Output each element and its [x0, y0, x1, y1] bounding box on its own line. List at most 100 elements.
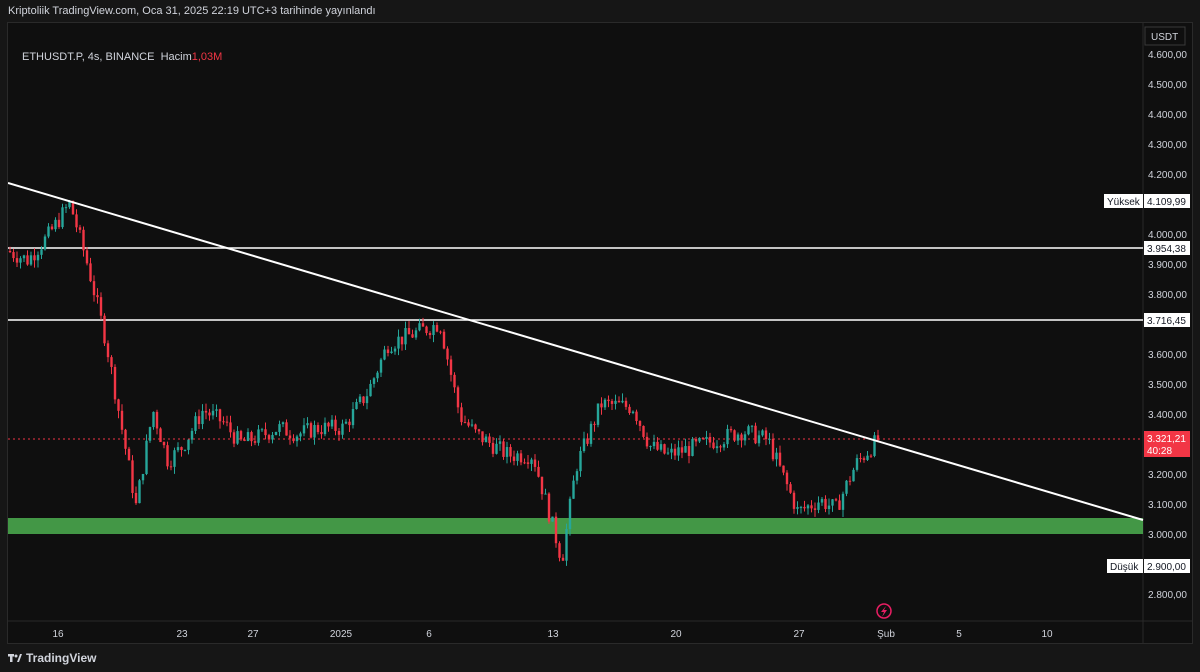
- price-chart[interactable]: USDT 4.600,00 4.500,00 4.400,00 4.300,00…: [8, 23, 1193, 644]
- candle-body: [418, 323, 421, 331]
- candle-body: [194, 416, 197, 431]
- candle-body: [110, 357, 113, 367]
- candle-body: [446, 348, 449, 360]
- candle-body: [257, 429, 260, 443]
- candle-body: [589, 423, 593, 444]
- candle-body: [376, 372, 379, 379]
- candle-body: [540, 476, 544, 495]
- candle-body: [456, 387, 460, 408]
- candle-body: [635, 411, 638, 422]
- candle-body: [316, 425, 320, 433]
- candle-body: [740, 434, 743, 441]
- svg-text:Yüksek: Yüksek: [1107, 197, 1141, 208]
- candle-body: [519, 453, 523, 463]
- candle-body: [628, 406, 631, 413]
- candle-body: [92, 281, 96, 296]
- price-tick: 4.600,00: [1148, 50, 1187, 61]
- candle-body: [78, 227, 82, 230]
- candle-body: [439, 331, 442, 333]
- candle-body: [131, 460, 134, 493]
- candle-body: [57, 219, 61, 228]
- candle-body: [166, 445, 169, 467]
- price-tick: 4.400,00: [1148, 110, 1187, 121]
- candle-body: [785, 472, 789, 485]
- candle-body: [397, 336, 400, 349]
- candle-body: [40, 249, 43, 255]
- candle-body: [323, 422, 327, 435]
- candle-body: [470, 424, 474, 426]
- lightning-icon[interactable]: [876, 603, 892, 619]
- candle-body: [484, 436, 488, 443]
- candle-body: [733, 430, 736, 441]
- candle-body: [239, 431, 243, 440]
- candle-body: [512, 456, 516, 461]
- candle-body: [337, 430, 341, 435]
- candle-body: [264, 429, 267, 436]
- svg-text:3.321,21: 3.321,21: [1147, 434, 1186, 445]
- candle-body: [845, 480, 848, 494]
- time-tick: 6: [426, 629, 432, 640]
- low-label: Düşük 2.900,00: [1107, 559, 1190, 573]
- candle-body: [246, 432, 250, 442]
- candle-body: [750, 425, 754, 427]
- candle-body: [505, 447, 509, 457]
- candle-body: [603, 399, 607, 408]
- candle-body: [547, 493, 551, 522]
- candle-body: [656, 441, 659, 450]
- candle-body: [782, 465, 785, 473]
- chart-panel[interactable]: ETHUSDT.P, 4s, BINANCE Hacim1,03M USDT 4…: [7, 22, 1193, 644]
- candle-body: [414, 330, 418, 338]
- candle-body: [488, 436, 491, 443]
- candle-body: [799, 506, 803, 508]
- candle-body: [841, 493, 845, 510]
- candle-body: [281, 422, 285, 425]
- candle-body: [372, 378, 376, 384]
- candle-body: [99, 297, 103, 316]
- candle-body: [827, 505, 831, 509]
- candle-body: [852, 469, 855, 482]
- time-tick: 27: [793, 629, 805, 640]
- candle-body: [607, 399, 610, 402]
- candle-body: [127, 448, 131, 461]
- candle-body: [330, 419, 334, 427]
- candle-body: [708, 436, 712, 443]
- candle-body: [299, 433, 302, 437]
- candle-body: [428, 333, 432, 336]
- candle-body: [792, 492, 796, 509]
- candle-body: [187, 439, 190, 450]
- level-label-upper: 3.954,38: [1144, 241, 1190, 255]
- last-price-label: 3.321,21 40:28: [1144, 431, 1190, 457]
- price-tick: 2.800,00: [1148, 590, 1187, 601]
- candle-body: [313, 425, 316, 438]
- candle-body: [820, 498, 824, 503]
- candle-body: [190, 430, 194, 440]
- candle-body: [12, 252, 15, 259]
- candle-body: [796, 507, 799, 509]
- candle-body: [754, 425, 757, 444]
- candle-body: [124, 429, 127, 449]
- candle-body: [411, 334, 414, 338]
- candle-body: [554, 516, 558, 544]
- candle-body: [558, 543, 561, 558]
- candle-body: [673, 448, 677, 456]
- candle-body: [351, 409, 355, 426]
- candle-body: [155, 411, 159, 429]
- candle-body: [663, 444, 666, 454]
- candle-body: [565, 528, 568, 561]
- volume-label: Hacim: [160, 51, 192, 63]
- price-tick: 3.000,00: [1148, 530, 1187, 541]
- candle-body: [295, 436, 299, 442]
- candle-body: [719, 446, 722, 448]
- candle-body: [586, 438, 589, 444]
- candle-body: [869, 455, 873, 457]
- candle-body: [621, 400, 624, 403]
- time-tick: Şub: [877, 629, 895, 640]
- candle-body: [173, 450, 176, 467]
- candle-body: [236, 431, 239, 444]
- candle-body: [225, 421, 229, 423]
- candle-body: [278, 424, 281, 432]
- candle-body: [148, 427, 152, 441]
- candle-body: [106, 343, 110, 358]
- candle-body: [481, 431, 484, 443]
- candle-body: [722, 444, 726, 448]
